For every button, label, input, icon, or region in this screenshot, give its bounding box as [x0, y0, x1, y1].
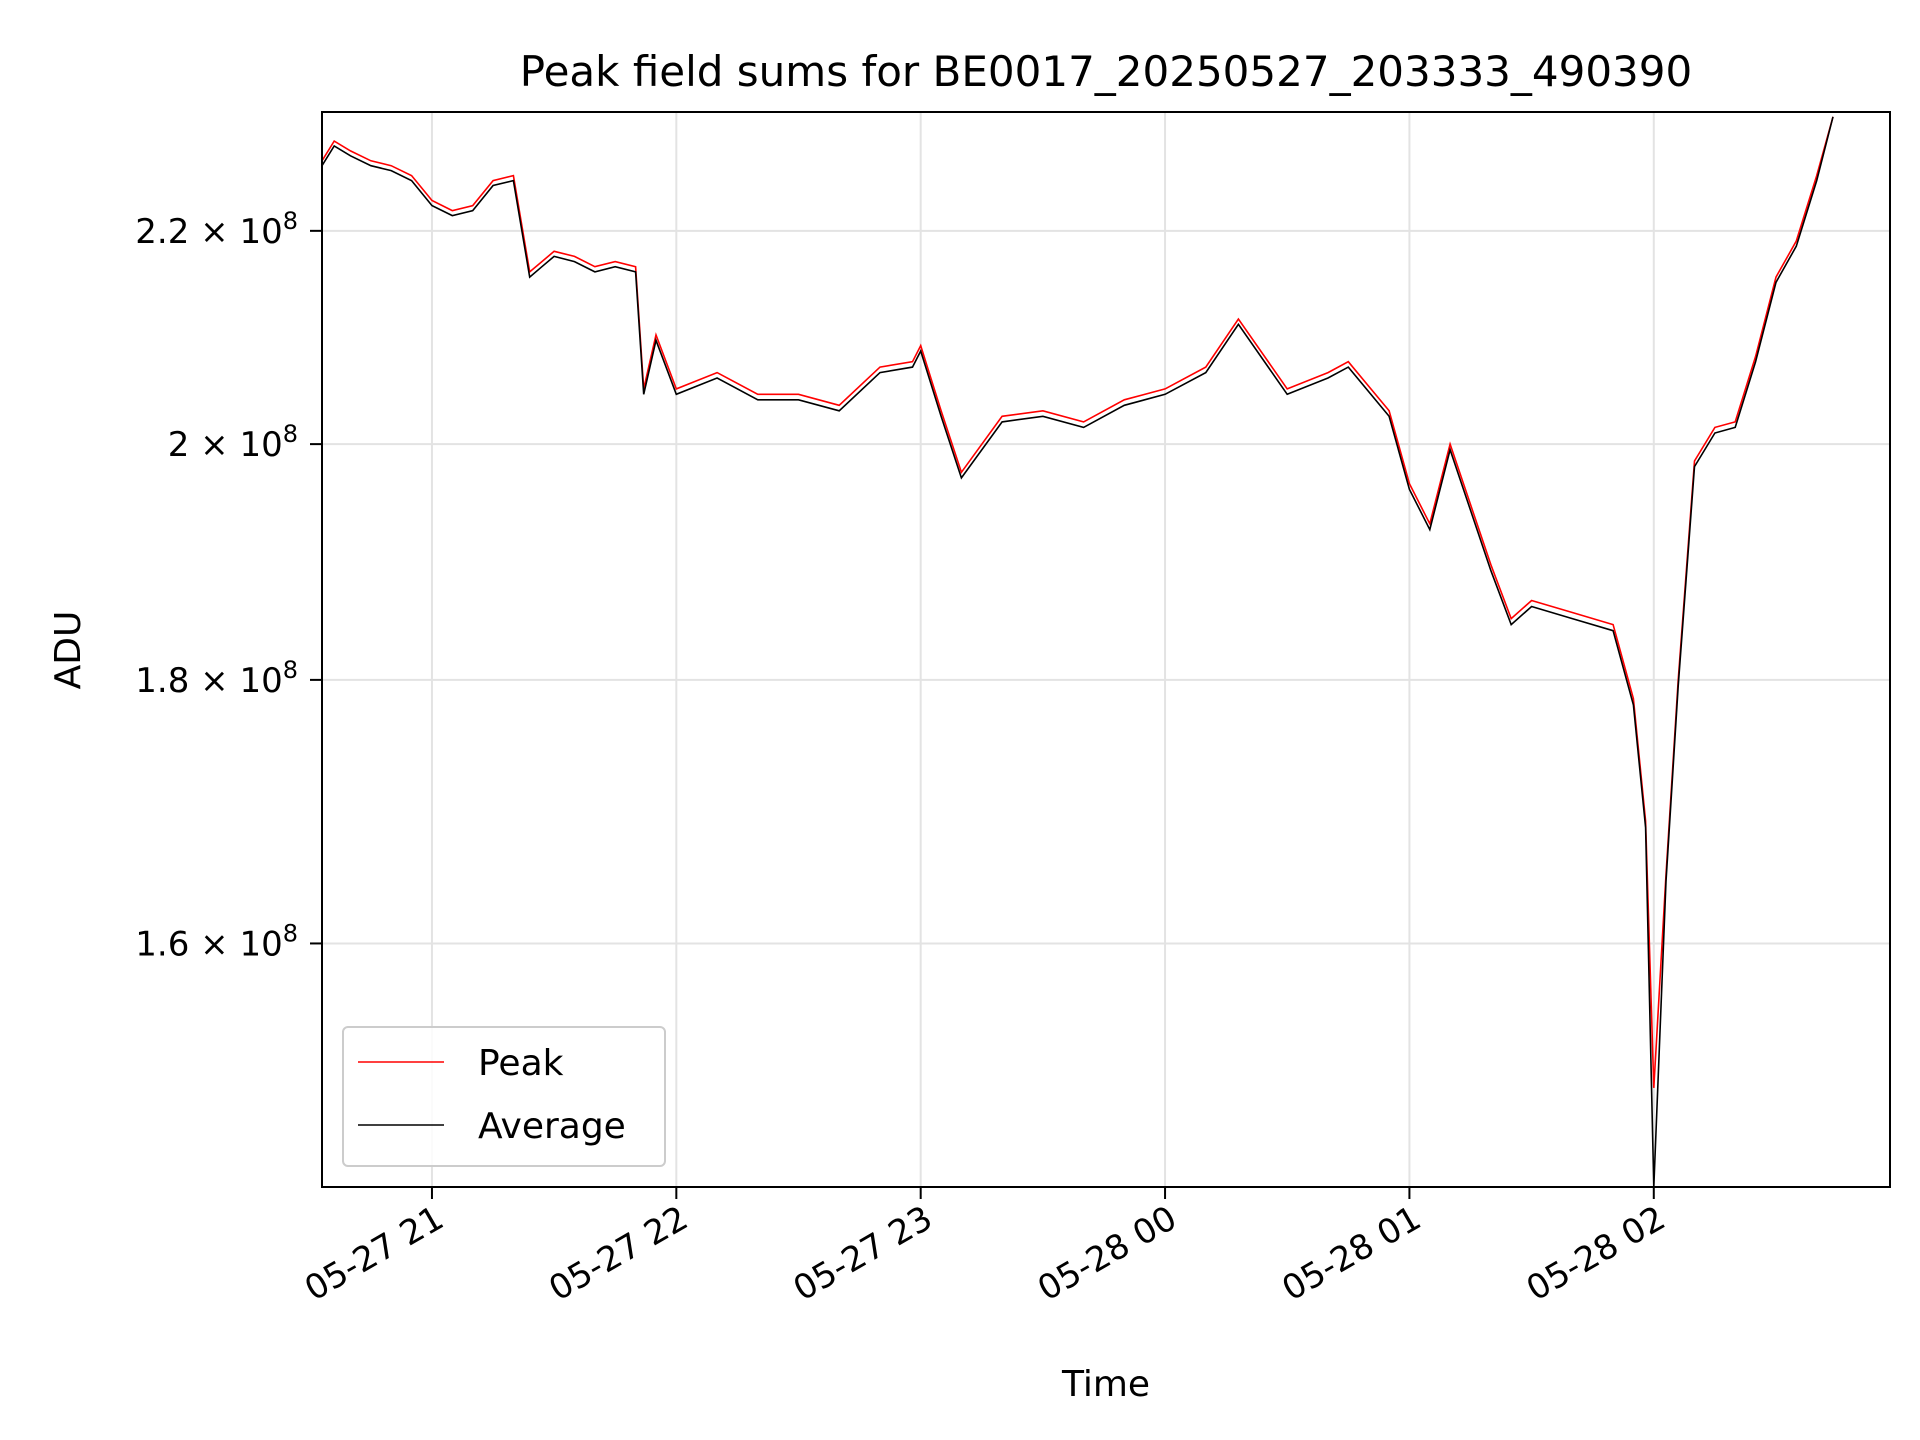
y-axis-label: ADU	[48, 611, 89, 690]
x-axis-label: Time	[1061, 1364, 1150, 1405]
grid	[322, 112, 1890, 1187]
y-tick-label: 2 × 108	[168, 420, 298, 465]
y-tick-label: 2.2 × 108	[135, 207, 298, 252]
series-layer	[321, 116, 1834, 1188]
y-axis: 1.6 × 108 1.8 × 108 2 × 108 2.2 × 108	[135, 207, 322, 964]
y-tick-label: 1.8 × 108	[135, 656, 298, 701]
legend-label-peak: Peak	[478, 1043, 564, 1084]
series-line-average	[321, 116, 1834, 1188]
chart-title: Peak field sums for BE0017_20250527_2033…	[520, 47, 1692, 96]
y-tick-label: 1.6 × 108	[135, 919, 298, 964]
legend: Peak Average	[342, 1026, 666, 1167]
legend-label-average: Average	[478, 1106, 626, 1147]
plot-frame	[321, 111, 1891, 1188]
series-line-peak	[321, 116, 1834, 1088]
